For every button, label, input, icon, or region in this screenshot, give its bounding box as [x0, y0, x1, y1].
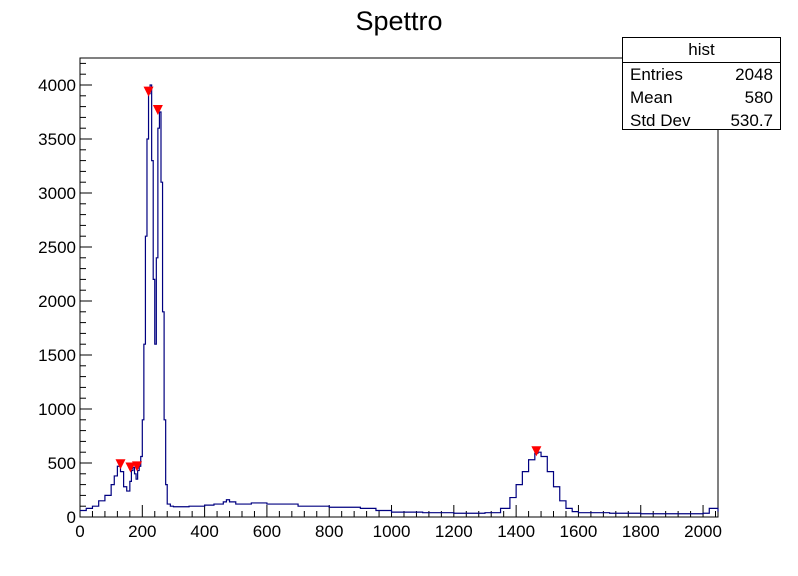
y-tick-label: 3000	[38, 184, 76, 203]
stats-stddev-label: Std Dev	[630, 111, 691, 130]
x-tick-label: 1800	[622, 522, 660, 541]
y-tick-label: 0	[67, 508, 76, 527]
y-tick-label: 3500	[38, 130, 76, 149]
y-tick-label: 1000	[38, 400, 76, 419]
x-tick-label: 0	[75, 522, 84, 541]
x-tick-label: 1600	[560, 522, 598, 541]
peak-marker	[132, 461, 143, 472]
stats-title: hist	[623, 38, 780, 63]
peak-marker	[125, 462, 136, 473]
y-tick-label: 500	[48, 454, 76, 473]
y-tick-label: 1500	[38, 346, 76, 365]
axis-tick-labels: 0 200 400 600 800 1000 1200 1400 1600 1800 2000 0 50…	[38, 76, 722, 541]
peak-marker	[531, 446, 542, 457]
peak-marker	[115, 459, 126, 470]
x-tick-label: 200	[128, 522, 156, 541]
x-tick-label: 600	[253, 522, 281, 541]
chart-title: Spettro	[355, 6, 442, 36]
stats-mean-label: Mean	[630, 88, 673, 107]
x-tick-label: 800	[315, 522, 343, 541]
stats-stddev-value: 530.7	[730, 111, 773, 130]
stats-row-stddev: Std Dev 530.7	[623, 109, 780, 132]
axis-ticks	[79, 62, 717, 518]
y-tick-label: 4000	[38, 76, 76, 95]
x-tick-label: 2000	[684, 522, 722, 541]
x-tick-label: 1200	[435, 522, 473, 541]
y-tick-label: 2500	[38, 238, 76, 257]
x-tick-label: 400	[190, 522, 218, 541]
peak-marker	[143, 86, 154, 97]
y-tick-label: 2000	[38, 292, 76, 311]
stats-box: hist Entries 2048 Mean 580 Std Dev 530.7	[622, 37, 781, 130]
stats-row-mean: Mean 580	[623, 86, 780, 109]
stats-entries-label: Entries	[630, 65, 683, 84]
x-tick-label: 1400	[497, 522, 535, 541]
stats-entries-value: 2048	[735, 65, 773, 84]
series-line	[80, 84, 719, 515]
peak-marker	[152, 105, 163, 115]
x-tick-label: 1000	[373, 522, 411, 541]
stats-row-entries: Entries 2048	[623, 63, 780, 86]
stats-mean-value: 580	[744, 88, 773, 107]
peak-markers	[115, 86, 542, 473]
plot-frame	[79, 57, 719, 518]
